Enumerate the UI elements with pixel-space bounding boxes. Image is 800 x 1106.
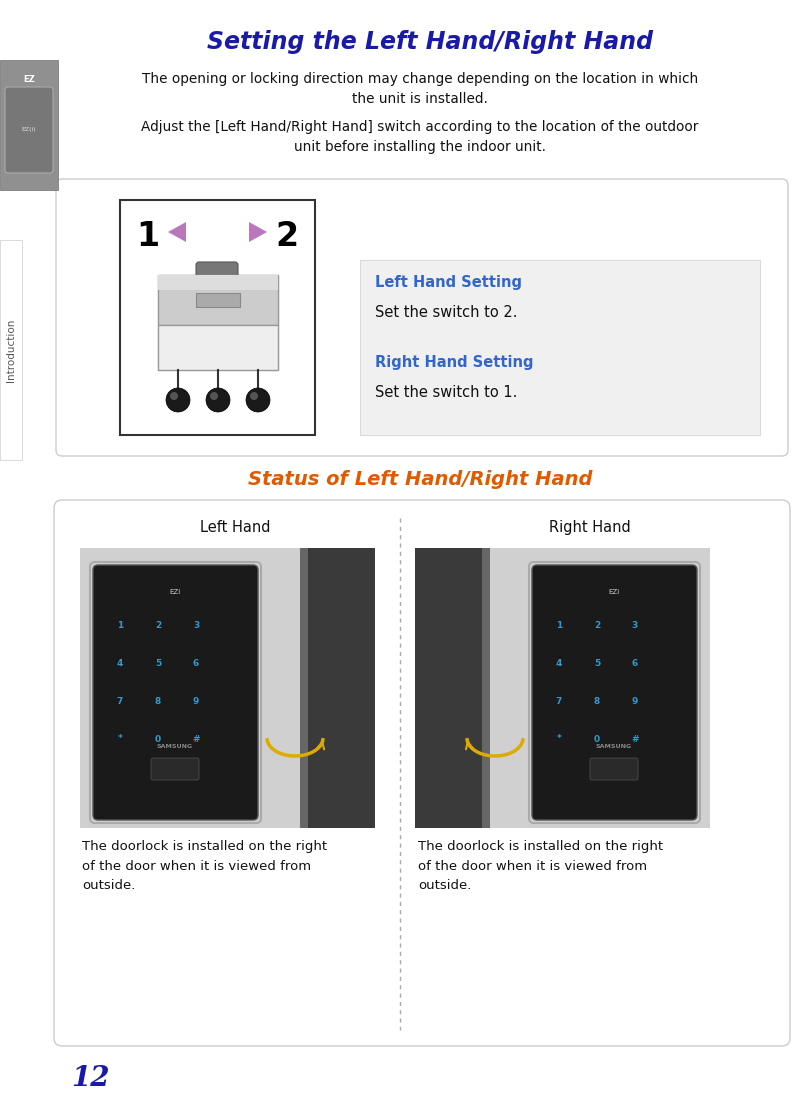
Text: 8: 8	[155, 697, 161, 706]
Text: 12: 12	[70, 1065, 110, 1092]
Text: Left Hand: Left Hand	[200, 520, 270, 535]
Text: Adjust the [Left Hand/Right Hand] switch according to the location of the outdoo: Adjust the [Left Hand/Right Hand] switch…	[142, 119, 698, 154]
FancyBboxPatch shape	[415, 547, 490, 828]
Text: 2: 2	[594, 620, 600, 629]
Text: Set the switch to 2.: Set the switch to 2.	[375, 305, 518, 320]
Circle shape	[210, 392, 218, 400]
Text: 2: 2	[275, 220, 298, 253]
FancyBboxPatch shape	[120, 200, 315, 435]
Circle shape	[250, 392, 258, 400]
Text: EZi: EZi	[170, 589, 181, 595]
Text: #: #	[631, 734, 638, 743]
Text: 3: 3	[632, 620, 638, 629]
Text: Right Hand Setting: Right Hand Setting	[375, 355, 534, 371]
Text: 9: 9	[632, 697, 638, 706]
Text: EZ: EZ	[23, 75, 35, 84]
Text: SAMSUNG: SAMSUNG	[157, 744, 193, 750]
Text: *: *	[557, 734, 562, 743]
Circle shape	[170, 392, 178, 400]
FancyBboxPatch shape	[532, 565, 697, 820]
Circle shape	[206, 388, 230, 413]
Text: 7: 7	[556, 697, 562, 706]
FancyBboxPatch shape	[93, 565, 258, 820]
Text: 8: 8	[594, 697, 600, 706]
Polygon shape	[249, 222, 267, 242]
FancyBboxPatch shape	[300, 547, 375, 828]
FancyBboxPatch shape	[0, 60, 58, 190]
Text: 5: 5	[594, 658, 600, 668]
Text: 2: 2	[155, 620, 161, 629]
Text: 1: 1	[117, 620, 123, 629]
FancyBboxPatch shape	[590, 758, 638, 780]
FancyBboxPatch shape	[80, 547, 375, 828]
FancyBboxPatch shape	[54, 500, 790, 1046]
Text: Status of Left Hand/Right Hand: Status of Left Hand/Right Hand	[248, 470, 592, 489]
Text: Setting the Left Hand/Right Hand: Setting the Left Hand/Right Hand	[207, 30, 653, 54]
Text: #: #	[192, 734, 200, 743]
Circle shape	[246, 388, 270, 413]
Circle shape	[166, 388, 190, 413]
FancyBboxPatch shape	[56, 179, 788, 456]
FancyBboxPatch shape	[415, 547, 710, 828]
FancyBboxPatch shape	[158, 275, 278, 371]
Text: The doorlock is installed on the right
of the door when it is viewed from
outsid: The doorlock is installed on the right o…	[82, 839, 327, 893]
Text: EZi: EZi	[608, 589, 620, 595]
FancyBboxPatch shape	[151, 758, 199, 780]
Text: 0: 0	[155, 734, 161, 743]
FancyBboxPatch shape	[158, 275, 278, 325]
Text: 4: 4	[117, 658, 123, 668]
Text: Right Hand: Right Hand	[549, 520, 631, 535]
Text: 5: 5	[155, 658, 161, 668]
Text: 9: 9	[193, 697, 199, 706]
Text: 6: 6	[632, 658, 638, 668]
FancyBboxPatch shape	[158, 325, 278, 371]
FancyBboxPatch shape	[196, 293, 240, 307]
Text: 0: 0	[594, 734, 600, 743]
FancyBboxPatch shape	[5, 87, 53, 173]
FancyBboxPatch shape	[300, 547, 308, 828]
Text: Left Hand Setting: Left Hand Setting	[375, 275, 522, 290]
Text: EZ(i): EZ(i)	[22, 127, 36, 133]
Text: 1: 1	[556, 620, 562, 629]
Text: 4: 4	[556, 658, 562, 668]
Text: SAMSUNG: SAMSUNG	[596, 744, 632, 750]
FancyBboxPatch shape	[196, 262, 238, 282]
Text: *: *	[118, 734, 122, 743]
FancyBboxPatch shape	[0, 240, 22, 460]
Text: The opening or locking direction may change depending on the location in which
t: The opening or locking direction may cha…	[142, 72, 698, 106]
Text: Set the switch to 1.: Set the switch to 1.	[375, 385, 518, 400]
Text: 1: 1	[137, 220, 159, 253]
Text: The doorlock is installed on the right
of the door when it is viewed from
outsid: The doorlock is installed on the right o…	[418, 839, 663, 893]
Text: 7: 7	[117, 697, 123, 706]
Text: 6: 6	[193, 658, 199, 668]
FancyBboxPatch shape	[360, 260, 760, 435]
Polygon shape	[168, 222, 186, 242]
FancyBboxPatch shape	[158, 275, 278, 290]
FancyBboxPatch shape	[482, 547, 490, 828]
Text: 3: 3	[193, 620, 199, 629]
Text: Introduction: Introduction	[6, 319, 16, 382]
